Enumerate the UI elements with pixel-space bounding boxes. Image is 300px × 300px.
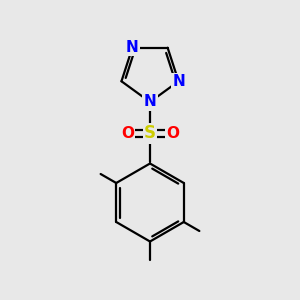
Text: N: N xyxy=(172,74,185,89)
Text: N: N xyxy=(144,94,156,110)
Text: O: O xyxy=(121,126,134,141)
Text: S: S xyxy=(144,124,156,142)
Text: O: O xyxy=(166,126,179,141)
Text: N: N xyxy=(126,40,139,55)
